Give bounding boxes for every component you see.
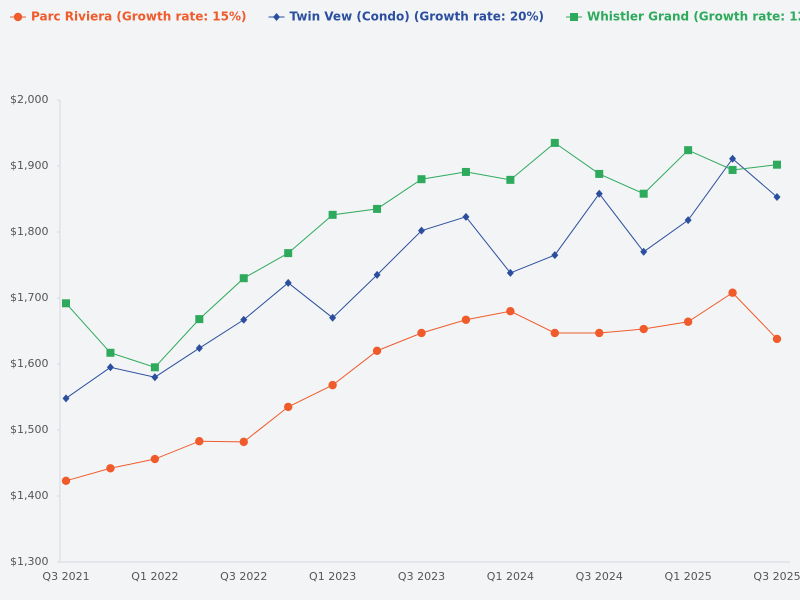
data-point [372,346,382,355]
y-tick-label: $1,800 [10,225,49,238]
x-tick-label: Q3 2023 [398,570,445,583]
data-point [283,402,293,412]
data-point [195,344,203,353]
data-point [595,328,604,338]
data-point [684,146,693,155]
data-point [550,328,560,338]
data-point [106,363,114,372]
data-point [417,175,426,184]
legend-label: Twin Vew (Condo) (Growth rate: 20%) [290,10,545,24]
data-point [728,288,737,297]
legend-marker [13,12,23,22]
data-point [729,154,737,163]
data-point [240,315,248,324]
data-point [328,210,337,219]
data-point [683,317,693,326]
y-tick-label: $1,600 [10,357,49,370]
x-tick-label: Q3 2025 [753,570,800,583]
data-point [461,315,471,324]
data-point [150,363,159,372]
data-point [328,380,337,390]
x-tick-label: Q1 2022 [131,570,178,583]
data-point [639,324,648,334]
data-point [550,138,559,147]
data-point [639,189,648,198]
data-point [418,226,425,235]
data-point [195,437,204,446]
y-tick-label: $1,700 [10,291,49,304]
legend-marker [273,13,281,21]
data-point [284,249,293,258]
x-tick-label: Q3 2021 [42,570,89,583]
data-point [62,299,70,308]
data-point [239,437,248,447]
data-point [151,373,159,382]
data-point [106,464,115,473]
data-point [461,167,470,176]
data-point [373,270,381,279]
data-point [551,251,559,260]
legend-marker [570,13,579,21]
x-tick-label: Q1 2024 [487,570,534,583]
y-tick-label: $1,400 [10,489,49,502]
data-point [595,169,604,178]
x-tick-label: Q3 2022 [220,570,267,583]
x-tick-label: Q1 2025 [665,570,712,583]
data-point [329,313,337,322]
data-point [373,204,382,213]
data-point [728,165,737,174]
data-point [284,278,292,287]
y-tick-label: $1,300 [10,555,49,568]
data-point [595,189,603,198]
data-point [150,454,160,464]
data-point [640,247,648,256]
data-point [506,268,514,277]
y-tick-label: $2,000 [10,93,49,106]
data-point [773,160,781,169]
data-point [62,394,70,403]
legend-label: Parc Riviera (Growth rate: 15%) [31,10,247,24]
data-point [462,212,470,221]
data-point [106,348,115,357]
y-tick-label: $1,900 [10,159,49,172]
data-point [772,334,782,344]
data-point [61,476,71,486]
data-point [773,193,781,202]
x-tick-label: Q3 2024 [576,570,623,583]
data-point [506,307,515,316]
x-tick-label: Q1 2023 [309,570,356,583]
legend: Parc Riviera (Growth rate: 15%) Twin Vew … [10,10,800,24]
data-point [195,315,204,324]
data-point [417,328,426,338]
data-point [506,175,515,184]
data-point [684,216,692,225]
data-point [239,274,248,283]
legend-label: Whistler Grand (Growth rate: 12%) [587,10,800,24]
y-tick-label: $1,500 [10,423,49,436]
